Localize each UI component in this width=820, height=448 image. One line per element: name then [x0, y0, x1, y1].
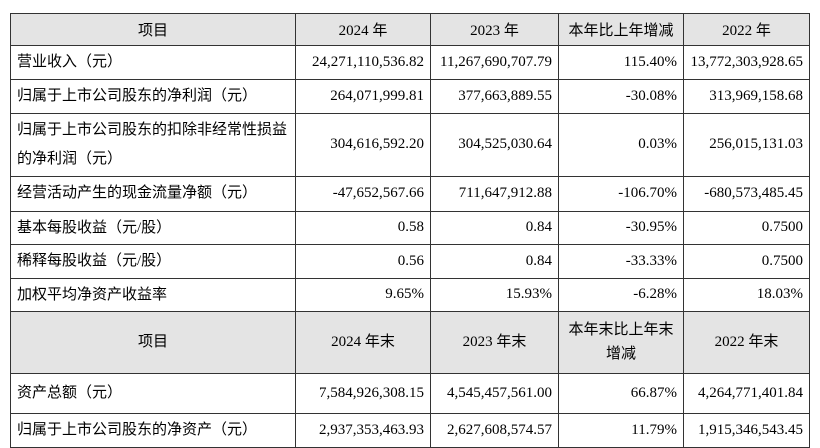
value-2024: 9.65%: [295, 277, 431, 312]
value-change: -6.28%: [558, 277, 684, 312]
value-2024: 24,271,110,536.82: [295, 45, 431, 80]
value-change: -30.08%: [558, 79, 684, 114]
financial-summary-table-wrap: 项目 2024 年 2023 年 本年比上年增减 2022 年 营业收入（元） …: [10, 13, 810, 448]
row-label: 基本每股收益（元/股）: [10, 210, 296, 245]
value-change: 0.03%: [558, 112, 684, 177]
financial-summary-table: 项目 2024 年 2023 年 本年比上年增减 2022 年 营业收入（元） …: [10, 13, 810, 448]
header-row-annual: 项目 2024 年 2023 年 本年比上年增减 2022 年: [10, 13, 810, 46]
value-change: -106.70%: [558, 175, 684, 212]
header-item: 项目: [10, 311, 296, 374]
table-row-total-assets: 资产总额（元） 7,584,926,308.15 4,545,457,561.0…: [10, 373, 810, 414]
value-2023: 4,545,457,561.00: [430, 373, 559, 414]
value-2024: -47,652,567.66: [295, 175, 431, 212]
table-row-weighted-avg-roe: 加权平均净资产收益率 9.65% 15.93% -6.28% 18.03%: [10, 277, 810, 312]
value-2024: 7,584,926,308.15: [295, 373, 431, 414]
row-label: 归属于上市公司股东的净资产（元）: [10, 413, 296, 448]
table-row-net-assets: 归属于上市公司股东的净资产（元） 2,937,353,463.93 2,627,…: [10, 413, 810, 448]
value-2022: 1,915,346,543.45: [683, 413, 810, 448]
row-label: 稀释每股收益（元/股）: [10, 244, 296, 279]
value-2022: 256,015,131.03: [683, 112, 810, 177]
row-label: 资产总额（元）: [10, 373, 296, 414]
value-2022: 0.7500: [683, 244, 810, 279]
value-2023: 2,627,608,574.57: [430, 413, 559, 448]
value-2022: -680,573,485.45: [683, 175, 810, 212]
value-change: 115.40%: [558, 45, 684, 80]
value-2024: 304,616,592.20: [295, 112, 431, 177]
row-label: 加权平均净资产收益率: [10, 277, 296, 312]
value-change: 11.79%: [558, 413, 684, 448]
value-2023: 711,647,912.88: [430, 175, 559, 212]
table-row-basic-eps: 基本每股收益（元/股） 0.58 0.84 -30.95% 0.7500: [10, 210, 810, 245]
table-row-net-profit: 归属于上市公司股东的净利润（元） 264,071,999.81 377,663,…: [10, 79, 810, 114]
value-2022: 18.03%: [683, 277, 810, 312]
value-change: 66.87%: [558, 373, 684, 414]
value-2022: 0.7500: [683, 210, 810, 245]
value-2024: 264,071,999.81: [295, 79, 431, 114]
value-2022: 4,264,771,401.84: [683, 373, 810, 414]
table-row-revenue: 营业收入（元） 24,271,110,536.82 11,267,690,707…: [10, 45, 810, 80]
table-row-diluted-eps: 稀释每股收益（元/股） 0.56 0.84 -33.33% 0.7500: [10, 244, 810, 279]
value-2023: 15.93%: [430, 277, 559, 312]
value-change: -30.95%: [558, 210, 684, 245]
row-label: 营业收入（元）: [10, 45, 296, 80]
header-year-end-change: 本年末比上年末增减: [558, 311, 684, 374]
row-label: 归属于上市公司股东的净利润（元）: [10, 79, 296, 114]
header-yoy-change: 本年比上年增减: [558, 13, 684, 46]
header-2024-end: 2024 年末: [295, 311, 431, 374]
value-2023: 377,663,889.55: [430, 79, 559, 114]
value-2023: 0.84: [430, 244, 559, 279]
header-item: 项目: [10, 13, 296, 46]
value-2023: 0.84: [430, 210, 559, 245]
row-label: 经营活动产生的现金流量净额（元）: [10, 175, 296, 212]
row-label: 归属于上市公司股东的扣除非经常性损益的净利润（元）: [10, 112, 296, 177]
value-2023: 11,267,690,707.79: [430, 45, 559, 80]
header-2024: 2024 年: [295, 13, 431, 46]
value-2024: 0.56: [295, 244, 431, 279]
table-row-net-profit-excl-nonrecurring: 归属于上市公司股东的扣除非经常性损益的净利润（元） 304,616,592.20…: [10, 112, 810, 177]
value-2022: 313,969,158.68: [683, 79, 810, 114]
header-2022-end: 2022 年末: [683, 311, 810, 374]
header-2023: 2023 年: [430, 13, 559, 46]
header-2022: 2022 年: [683, 13, 810, 46]
value-change: -33.33%: [558, 244, 684, 279]
value-2024: 0.58: [295, 210, 431, 245]
value-2024: 2,937,353,463.93: [295, 413, 431, 448]
table-row-operating-cash-flow: 经营活动产生的现金流量净额（元） -47,652,567.66 711,647,…: [10, 175, 810, 212]
header-row-year-end: 项目 2024 年末 2023 年末 本年末比上年末增减 2022 年末: [10, 311, 810, 374]
value-2022: 13,772,303,928.65: [683, 45, 810, 80]
value-2023: 304,525,030.64: [430, 112, 559, 177]
header-2023-end: 2023 年末: [430, 311, 559, 374]
